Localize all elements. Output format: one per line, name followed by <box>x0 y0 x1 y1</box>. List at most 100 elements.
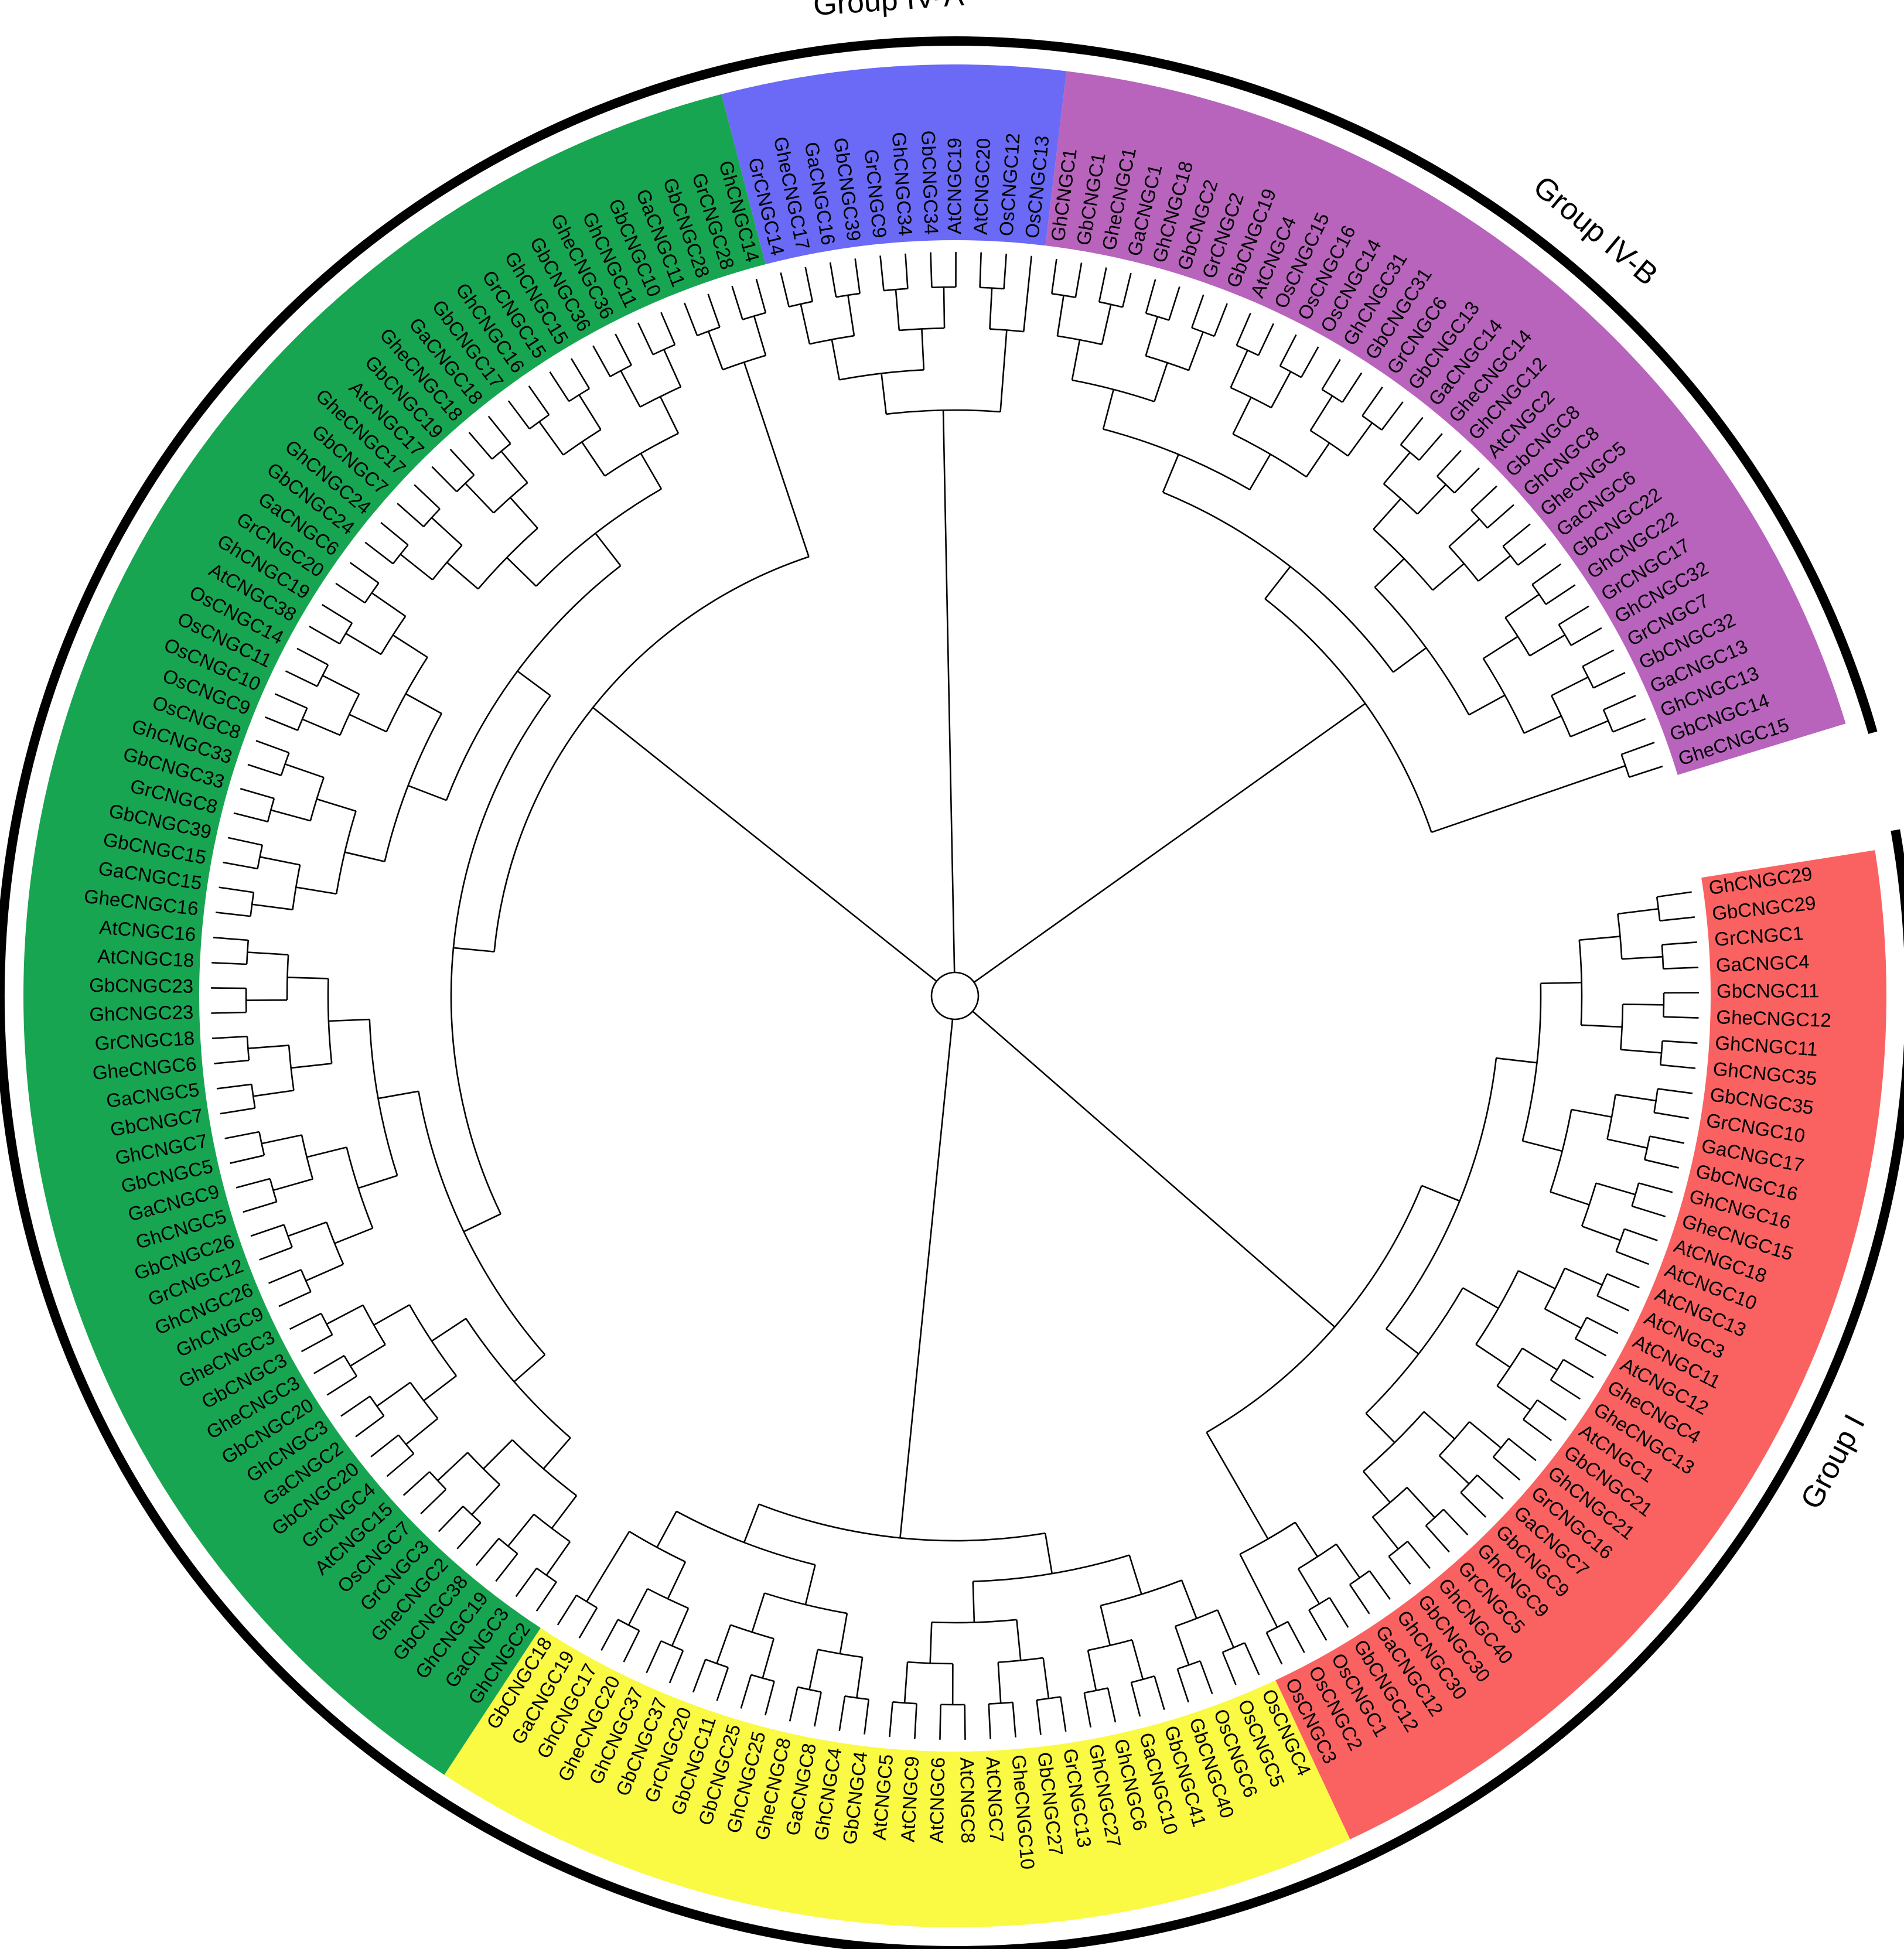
tree-branch <box>646 1640 662 1674</box>
tree-branch <box>751 1593 766 1633</box>
tree-branch <box>615 333 632 366</box>
tree-branch <box>1381 401 1404 431</box>
tree-branch <box>510 497 538 529</box>
tree-branch <box>1638 1182 1673 1193</box>
tree-branch <box>288 1221 327 1237</box>
tree-branch <box>295 886 337 895</box>
leaf-label: AtCNGC19 <box>943 138 965 234</box>
tree-branch <box>507 400 530 429</box>
tree-branch <box>397 503 424 527</box>
tree-branch <box>921 329 925 370</box>
tree-branch <box>326 1375 357 1396</box>
tree-branch <box>1624 1228 1658 1241</box>
tree-branch <box>1239 1554 1278 1628</box>
tree-branch <box>973 702 1366 983</box>
tree-branch <box>349 714 387 733</box>
tree-branch <box>592 345 611 377</box>
tree-branch <box>1309 395 1333 431</box>
tree-branch <box>1502 545 1519 566</box>
group-label-groupivb: Group IV-B <box>1527 169 1664 292</box>
tree-branch <box>762 1638 774 1678</box>
tree-branch <box>498 1538 518 1555</box>
tree-branch <box>1098 267 1107 302</box>
tree-branch <box>1191 294 1204 328</box>
tree-branch <box>883 288 908 292</box>
tree-branch <box>1621 742 1655 756</box>
leaf-label: GbCNGC23 <box>89 974 193 997</box>
tree-branch <box>260 856 301 866</box>
arc-groupiva <box>698 36 1087 81</box>
tree-branch <box>1581 1024 1622 1028</box>
tree-branch <box>1266 1621 1288 1634</box>
tree-branch <box>529 414 550 430</box>
tree-branch <box>914 1704 917 1739</box>
tree-branch <box>236 1177 271 1189</box>
tree-branch <box>1349 1584 1370 1615</box>
band-groupivb <box>1045 71 1846 775</box>
tree-branch <box>879 255 885 291</box>
tree-branch <box>326 1221 344 1265</box>
tree-branch <box>287 977 329 979</box>
tree-branch <box>1162 454 1179 493</box>
tree-branch <box>1236 313 1251 346</box>
tree-branch <box>309 626 340 645</box>
tree-branch <box>487 415 511 445</box>
tree-branch <box>740 1674 752 1709</box>
tree-branch <box>1083 1692 1092 1728</box>
tree-branch <box>789 301 813 308</box>
tree-branch <box>334 1227 373 1244</box>
tree-branch <box>1175 1609 1218 1627</box>
tree-branch <box>278 1291 311 1308</box>
tree-branch <box>1230 350 1248 388</box>
tree-branch <box>1644 1159 1679 1169</box>
tree-branch <box>1617 913 1623 960</box>
tree-branch <box>988 1701 1013 1705</box>
tree-branch <box>449 448 475 476</box>
tree-branch <box>1508 1438 1537 1462</box>
tree-branch <box>1310 429 1349 457</box>
tree-branch <box>1098 301 1123 308</box>
tree-branch <box>1468 694 1506 716</box>
band-groupi <box>1275 850 1886 1839</box>
tree-branch <box>838 1696 846 1731</box>
tree-branch <box>1517 543 1547 566</box>
tree-branch <box>230 1154 265 1164</box>
tree-branch <box>378 1090 419 1100</box>
tree-branch <box>1131 1675 1155 1684</box>
tree-branch <box>1616 1251 1649 1265</box>
tree-branch <box>1374 558 1405 588</box>
tree-branch <box>219 886 254 893</box>
tree-branch <box>1425 1525 1450 1553</box>
tree-branch <box>1453 467 1480 494</box>
tree-branch <box>322 675 360 695</box>
tree-branch <box>1496 1347 1523 1387</box>
tree-branch <box>535 1581 557 1612</box>
leaf-label: AtCNGC6 <box>926 1757 949 1843</box>
tree-branch <box>327 978 333 1064</box>
tree-branch <box>243 1201 277 1213</box>
tree-branch <box>233 812 268 822</box>
tree-branch <box>364 582 380 603</box>
tree-branch <box>808 1649 819 1690</box>
tree-branch <box>320 1313 333 1336</box>
tree-branch <box>1383 452 1411 484</box>
tree-branch <box>750 1674 774 1682</box>
tree-branch <box>972 1011 1336 1328</box>
tree-branch <box>1537 1399 1567 1421</box>
tree-branch <box>1663 992 1665 1017</box>
tree-branch <box>344 851 385 862</box>
tree-branch <box>581 441 606 477</box>
tree-branch <box>265 716 298 731</box>
tree-branch <box>270 809 311 822</box>
tree-branch <box>1365 1412 1395 1443</box>
tree-branch <box>456 474 475 493</box>
tree-branch <box>1438 1455 1470 1484</box>
tree-branch <box>1279 334 1297 367</box>
tree-branch <box>753 316 767 356</box>
tree-branch <box>1579 936 1620 941</box>
tree-branch <box>286 954 289 1001</box>
tree-branch <box>930 252 933 288</box>
tree-branch <box>456 1522 482 1549</box>
tree-branch <box>305 1263 344 1282</box>
tree-branch <box>515 1568 538 1598</box>
